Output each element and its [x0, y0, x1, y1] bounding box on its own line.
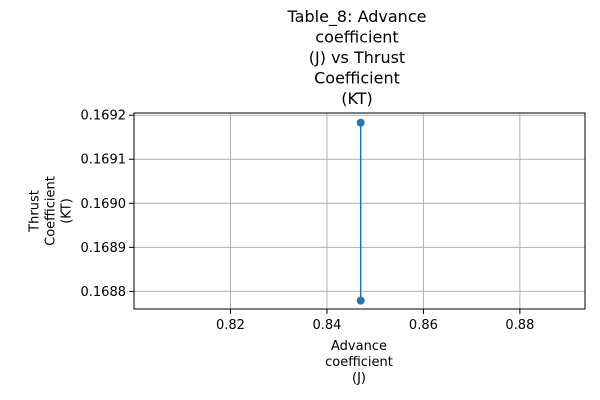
y-axis-label-line: (KT) [60, 198, 75, 224]
plot-frame [133, 112, 586, 310]
x-tick-label: 0.88 [505, 318, 534, 333]
data-point [356, 118, 365, 127]
grid [134, 113, 585, 309]
chart-title-line: (KT) [341, 89, 373, 108]
y-axis-label-line: Thrust [28, 190, 43, 233]
y-tick-label: 0.1689 [81, 241, 127, 256]
x-tick-label: 0.82 [216, 318, 245, 333]
x-axis-label: Advance coefficient (J) [325, 339, 393, 386]
y-tick-label: 0.1688 [81, 285, 127, 300]
x-tick-label: 0.86 [409, 318, 438, 333]
y-tick-label: 0.1691 [81, 153, 127, 168]
y-tick-label: 0.1692 [81, 109, 127, 124]
chart-title: Table_8: Advance coefficient (J) vs Thru… [287, 7, 427, 108]
x-axis-label-line: (J) [352, 371, 366, 386]
y-tick-label: 0.1690 [81, 197, 127, 212]
axis-ticks: 0.82 0.84 0.86 0.88 0.1688 0.1689 0.1690 0.1691… [81, 109, 535, 333]
x-axis-label-line: coefficient [325, 355, 393, 370]
chart-title-line: (J) vs Thrust [309, 48, 405, 67]
data-point [356, 296, 365, 305]
x-axis-label-line: Advance [331, 339, 387, 354]
chart-title-line: coefficient [315, 28, 398, 47]
x-tick-label: 0.84 [312, 318, 341, 333]
chart-title-line: Coefficient [314, 69, 400, 88]
y-axis-label: Thrust Coefficient (KT) [28, 176, 75, 246]
chart-title-line: Table_8: Advance [287, 7, 427, 27]
series-layer [356, 118, 365, 305]
y-axis-label-line: Coefficient [44, 176, 59, 246]
